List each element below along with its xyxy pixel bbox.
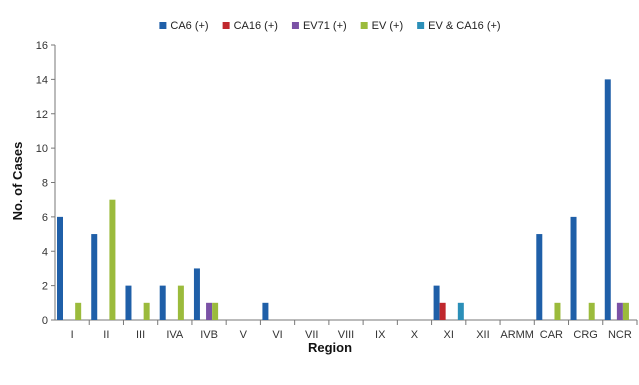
y-tick-label: 2 bbox=[42, 281, 48, 293]
legend-swatch bbox=[222, 22, 230, 29]
y-tick-label: 14 bbox=[36, 74, 48, 86]
legend: CA6 (+) CA16 (+) EV71 (+) EV (+) EV & CA16 (… bbox=[159, 20, 501, 32]
legend-swatch bbox=[417, 22, 425, 29]
y-tick-label: 16 bbox=[36, 40, 48, 52]
bar bbox=[262, 302, 269, 320]
legend-swatch bbox=[159, 22, 167, 29]
bar bbox=[588, 302, 595, 320]
x-tick-label: VI bbox=[272, 329, 282, 341]
x-tick-label: I bbox=[71, 329, 74, 341]
bar bbox=[536, 234, 543, 320]
legend-label: CA16 (+) bbox=[234, 20, 278, 32]
bar bbox=[604, 79, 611, 320]
legend-swatch bbox=[291, 22, 299, 29]
bar bbox=[457, 302, 464, 320]
x-axis-title: Region bbox=[308, 340, 352, 355]
y-tick-label: 6 bbox=[42, 212, 48, 224]
bar bbox=[143, 302, 150, 320]
bar bbox=[212, 302, 219, 320]
x-tick-label: X bbox=[411, 329, 419, 341]
legend-label: CA6 (+) bbox=[170, 20, 208, 32]
x-tick-label: CAR bbox=[540, 329, 563, 341]
legend-item: EV71 (+) bbox=[291, 20, 347, 32]
bar bbox=[177, 285, 184, 320]
x-tick-label: NCR bbox=[608, 329, 632, 341]
x-tick-label: XI bbox=[444, 329, 454, 341]
x-tick-label: VII bbox=[305, 329, 318, 341]
legend-label: EV71 (+) bbox=[303, 20, 347, 32]
legend-label: EV (+) bbox=[372, 20, 403, 32]
legend-swatch bbox=[360, 22, 368, 29]
bar bbox=[570, 216, 577, 320]
y-tick-label: 0 bbox=[42, 315, 48, 327]
x-tick-label: XII bbox=[476, 329, 489, 341]
x-tick-label: II bbox=[103, 329, 109, 341]
y-tick-label: 8 bbox=[42, 178, 48, 190]
bar bbox=[91, 234, 98, 320]
bar bbox=[206, 302, 213, 320]
bar bbox=[109, 199, 116, 320]
x-tick-label: CRG bbox=[573, 329, 597, 341]
x-tick-label: VIII bbox=[338, 329, 355, 341]
bar bbox=[193, 268, 200, 320]
y-axis: 0 2 4 6 8 10 12 14 16 bbox=[36, 40, 56, 327]
bar bbox=[554, 302, 561, 320]
y-tick-label: 10 bbox=[36, 143, 48, 155]
legend-item: EV & CA16 (+) bbox=[417, 20, 501, 32]
x-tick-label: IVB bbox=[200, 329, 218, 341]
bars bbox=[57, 79, 629, 320]
bar bbox=[433, 285, 440, 320]
x-tick-label: V bbox=[240, 329, 248, 341]
legend-item: CA16 (+) bbox=[222, 20, 278, 32]
legend-item: CA6 (+) bbox=[159, 20, 209, 32]
bar bbox=[616, 302, 623, 320]
bar bbox=[75, 302, 82, 320]
bar bbox=[57, 216, 63, 320]
y-axis-title: No. of Cases bbox=[10, 142, 25, 221]
legend-item: EV (+) bbox=[360, 20, 403, 32]
y-tick-label: 12 bbox=[36, 109, 48, 121]
bar bbox=[125, 285, 132, 320]
legend-label: EV & CA16 (+) bbox=[428, 20, 500, 32]
x-tick-label: IX bbox=[375, 329, 386, 341]
bar bbox=[622, 302, 629, 320]
y-tick-label: 4 bbox=[42, 246, 48, 258]
x-tick-label: III bbox=[136, 329, 145, 341]
bar bbox=[439, 302, 446, 320]
x-tick-label: ARMM bbox=[500, 329, 534, 341]
x-tick-label: IVA bbox=[166, 329, 184, 341]
bar bbox=[159, 285, 166, 320]
x-axis: I II III IVA IVB V VI VII VIII IX X XI XII ARMM CAR CRG… bbox=[55, 319, 638, 341]
